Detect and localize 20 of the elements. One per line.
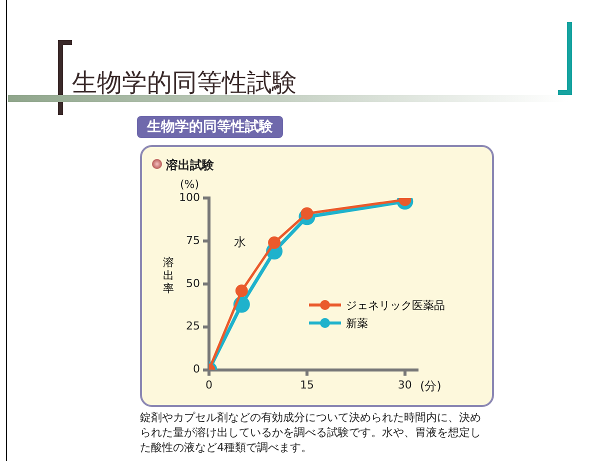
x-tick-label: 15 xyxy=(300,378,314,392)
point xyxy=(235,284,248,298)
annotation: 水 xyxy=(234,234,246,251)
y-tick-label: 25 xyxy=(186,320,200,333)
y-axis-title: 溶出率 xyxy=(163,256,174,295)
legend-label: 新薬 xyxy=(346,316,368,330)
chart-subtitle: 生物学的同等性試験 xyxy=(137,116,283,138)
y-tick-label: 50 xyxy=(186,276,200,290)
x-tick-label: 0 xyxy=(205,378,212,392)
legend-label: ジェネリック医薬品 xyxy=(346,298,445,312)
chart-title: 生物学的同等性試験 xyxy=(72,67,297,99)
point xyxy=(268,236,281,249)
text: (分) xyxy=(420,378,442,395)
text: 溶出試験 xyxy=(165,157,214,174)
text: 錠剤やカプセル剤などの有効成分について決められた時間内に、決められた量が溶け出しているかを調べる試験です。水や、胃液を想定した酸性の液など4種類で調べます。 xyxy=(140,410,482,455)
text: (%) xyxy=(180,178,200,191)
y-tick-label: 100 xyxy=(178,190,200,204)
y-tick-label: 75 xyxy=(186,234,200,247)
y-tick-label: 0 xyxy=(192,362,200,376)
x-tick-label: 30 xyxy=(398,378,412,392)
